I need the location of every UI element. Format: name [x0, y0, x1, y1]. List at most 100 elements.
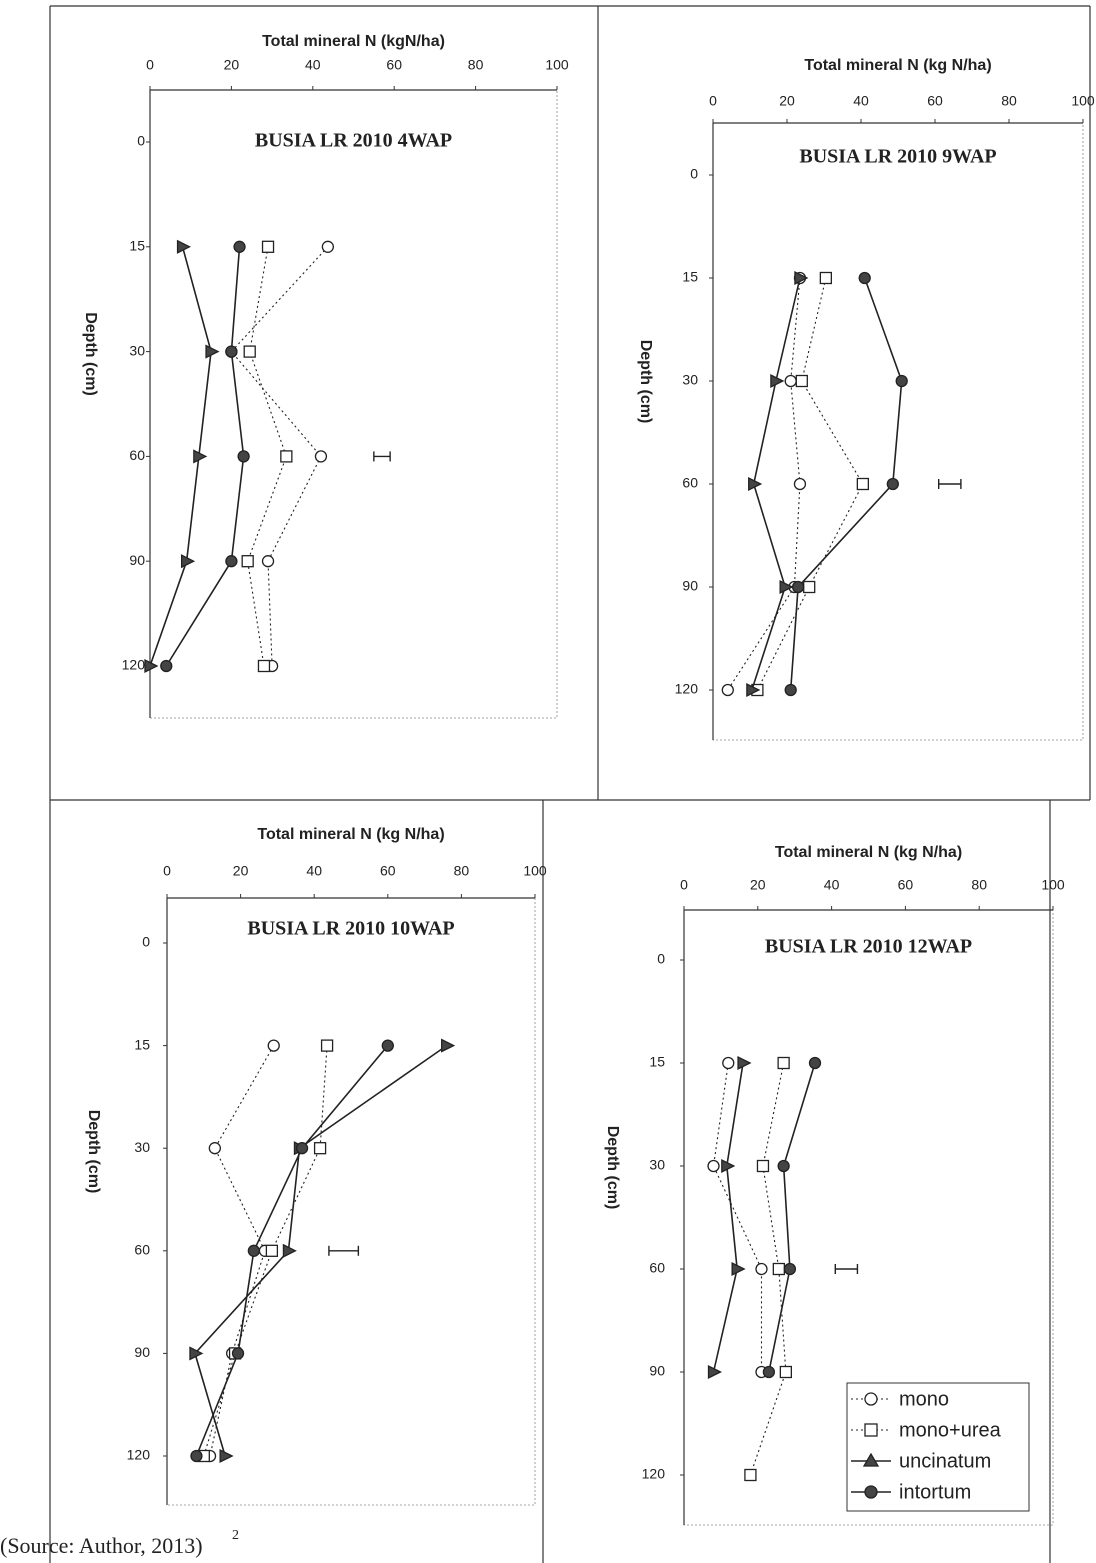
x-tick-label: 40 — [306, 863, 322, 879]
point — [320, 1039, 334, 1052]
chart-title: BUSIA LR 2010 12WAP — [765, 936, 972, 958]
y-tick-label: 120 — [127, 1447, 151, 1463]
caption-superscript: 2 — [232, 1528, 239, 1543]
series-line — [789, 277, 903, 691]
point — [793, 477, 807, 491]
x-tick-label: 80 — [971, 877, 987, 893]
series-line — [194, 1044, 448, 1457]
x-tick-label: 60 — [898, 877, 914, 893]
y-axis-title: Depth (cm) — [637, 340, 654, 424]
series-line — [247, 246, 287, 667]
legend-label: uncinatum — [899, 1450, 991, 1472]
point — [247, 1244, 260, 1257]
point — [321, 240, 335, 253]
legend-marker — [864, 1485, 878, 1499]
point — [770, 373, 785, 389]
legend-label: mono+urea — [899, 1419, 1002, 1441]
point — [779, 579, 794, 595]
point — [193, 449, 208, 464]
y-tick-label: 15 — [682, 269, 698, 285]
chart-title: BUSIA LR 2010 9WAP — [799, 146, 996, 168]
series-line — [756, 277, 864, 691]
y-tick-label: 0 — [137, 133, 145, 149]
y-tick-label: 60 — [129, 447, 145, 463]
y-tick-label: 30 — [129, 342, 145, 358]
point — [441, 1038, 456, 1053]
x-axis-title: Total mineral N (kg N/ha) — [257, 826, 444, 843]
point — [755, 1262, 768, 1276]
caption: (Source: Author, 2013) — [0, 1533, 203, 1558]
x-tick-label: 20 — [750, 877, 766, 893]
legend-marker — [864, 1392, 878, 1406]
point — [731, 1261, 746, 1277]
x-tick-label: 100 — [523, 863, 547, 879]
x-tick-label: 100 — [545, 57, 569, 73]
chart-title: BUSIA LR 2010 4WAP — [255, 130, 452, 152]
y-tick-label: 15 — [134, 1036, 150, 1052]
legend-marker — [862, 1452, 880, 1467]
point — [237, 450, 250, 463]
y-tick-label: 90 — [129, 552, 145, 568]
point — [784, 374, 797, 388]
point — [231, 1347, 245, 1360]
plot-frame — [149, 89, 558, 719]
point — [737, 1055, 752, 1071]
point — [772, 1262, 785, 1276]
point — [777, 1056, 790, 1070]
x-tick-label: 40 — [824, 877, 840, 893]
point — [265, 1244, 279, 1257]
y-tick-label: 120 — [642, 1466, 666, 1482]
chart: Total mineral N (kg N/ha) Depth (cm) BUSIA… — [637, 57, 1095, 741]
point — [243, 345, 256, 358]
point — [783, 1262, 797, 1276]
point — [189, 1346, 204, 1361]
y-axis-title: Depth (cm) — [82, 312, 99, 396]
y-tick-label: 60 — [134, 1242, 150, 1258]
point — [282, 1243, 297, 1258]
y-tick-label: 15 — [129, 238, 145, 254]
x-tick-label: 60 — [380, 863, 396, 879]
series-line — [727, 277, 801, 691]
point — [748, 476, 763, 492]
series-line — [712, 1062, 744, 1373]
point — [267, 1039, 280, 1052]
x-tick-label: 40 — [305, 57, 321, 73]
y-tick-label: 30 — [682, 372, 698, 388]
panel-borders — [49, 5, 1091, 1563]
x-axis-title: Total mineral N (kgN/ha) — [262, 33, 445, 50]
x-tick-label: 80 — [468, 57, 484, 73]
series-line — [768, 1062, 816, 1373]
point — [721, 1158, 736, 1174]
point — [808, 1056, 822, 1070]
point — [280, 450, 293, 463]
y-tick-label: 120 — [122, 657, 146, 673]
point — [744, 1468, 757, 1482]
x-tick-label: 0 — [709, 93, 717, 109]
point — [176, 239, 192, 254]
chart: Total mineral N (kg N/ha) Depth (cm) BUSIA… — [604, 844, 1065, 1526]
point — [784, 683, 797, 697]
point — [819, 271, 832, 285]
y-tick-label: 0 — [690, 166, 698, 182]
y-tick-label: 30 — [134, 1139, 150, 1155]
legend-box — [846, 1382, 1030, 1512]
chart-title: BUSIA LR 2010 10WAP — [247, 918, 454, 940]
x-axis-title: Total mineral N (kg N/ha) — [804, 57, 991, 74]
point — [777, 1159, 790, 1173]
y-tick-label: 90 — [682, 578, 698, 594]
point — [257, 659, 271, 673]
y-tick-label: 0 — [142, 934, 150, 950]
point — [241, 555, 254, 568]
legend-label: intortum — [899, 1481, 971, 1503]
x-tick-label: 0 — [680, 877, 688, 893]
x-tick-label: 100 — [1041, 877, 1065, 893]
y-axis-title: Depth (cm) — [85, 1110, 102, 1194]
point — [795, 374, 808, 388]
x-tick-label: 60 — [927, 93, 943, 109]
y-tick-label: 0 — [657, 951, 665, 967]
point — [762, 1365, 776, 1379]
y-tick-label: 30 — [649, 1157, 665, 1173]
y-tick-label: 90 — [134, 1344, 150, 1360]
